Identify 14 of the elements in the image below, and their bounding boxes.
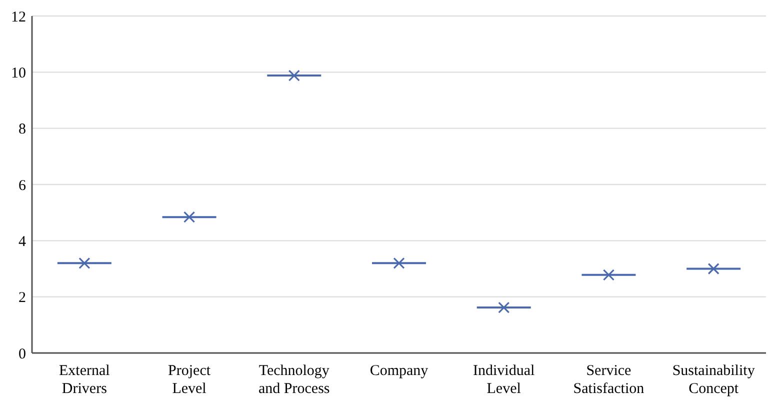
y-tick-label: 10 bbox=[11, 65, 26, 82]
x-tick-label: Individual Level bbox=[473, 363, 535, 397]
y-tick-label: 12 bbox=[11, 9, 26, 26]
x-tick-label: Service Satisfaction bbox=[573, 363, 645, 397]
x-tick-label: Technology and Process bbox=[258, 363, 330, 397]
x-tick-label: External Drivers bbox=[59, 363, 110, 397]
x-tick-label: Sustainability Concept bbox=[672, 363, 756, 397]
y-tick-label: 0 bbox=[18, 346, 26, 362]
y-tick-label: 2 bbox=[18, 290, 26, 306]
x-tick-label: Project Level bbox=[168, 363, 212, 397]
y-tick-label: 8 bbox=[18, 122, 26, 138]
y-tick-label: 4 bbox=[18, 234, 26, 250]
y-tick-label: 6 bbox=[18, 178, 26, 194]
x-tick-label: Company bbox=[370, 363, 429, 379]
